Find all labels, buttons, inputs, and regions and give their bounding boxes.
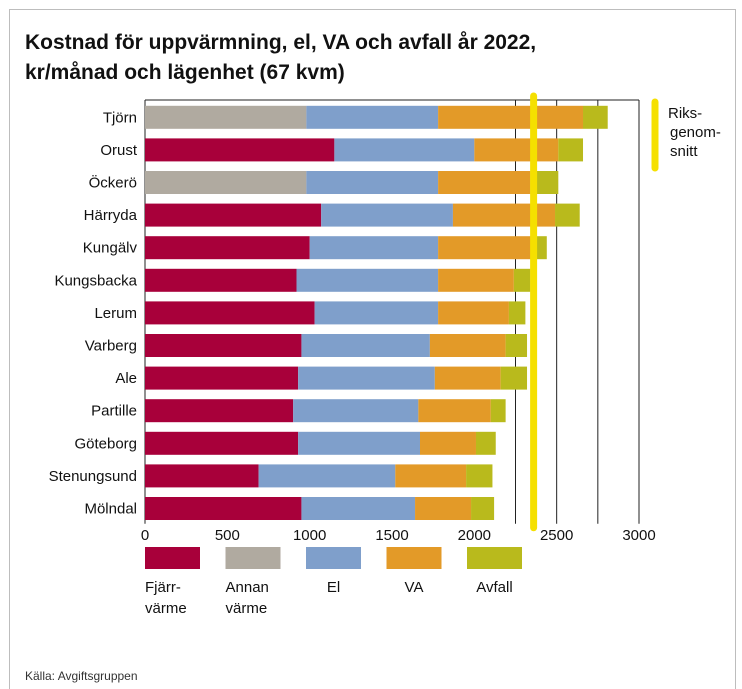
bar-el-10: [298, 431, 420, 455]
bar-fjarrvarme-11: [145, 464, 259, 488]
category-label: Ale: [115, 370, 137, 387]
bar-el-1: [334, 138, 475, 162]
bar-el-11: [258, 464, 396, 488]
legend-label-va: VA: [405, 579, 424, 596]
category-label: Varberg: [85, 338, 137, 355]
bar-va-4: [438, 236, 534, 260]
x-tick-label: 0: [141, 527, 149, 544]
category-label: Göteborg: [74, 435, 137, 452]
category-label: Partille: [91, 403, 137, 420]
bar-va-11: [395, 464, 467, 488]
legend-swatch-avfall: [467, 547, 522, 569]
category-label: Härryda: [84, 207, 138, 224]
bar-fjarrvarme-9: [145, 399, 294, 423]
legend-swatch-fjarrvarme: [145, 547, 200, 569]
chart-title: Kostnad för uppvärmning, el, VA och avfa…: [25, 28, 625, 88]
bar-avfall-2: [530, 171, 559, 194]
bar-va-8: [434, 366, 501, 390]
category-label: Kungälv: [83, 240, 138, 257]
bar-va-3: [452, 203, 556, 227]
bar-avfall-9: [490, 399, 506, 423]
source-note: Källa: Avgiftsgruppen: [25, 669, 138, 683]
bar-el-5: [296, 268, 439, 292]
category-label: Mölndal: [84, 501, 137, 518]
bar-el-8: [298, 366, 435, 390]
reference-label-line: Riks-: [668, 105, 702, 122]
category-label: Kungsbacka: [54, 272, 137, 289]
reference-label-line: genom-: [670, 124, 721, 141]
bar-va-10: [419, 431, 476, 455]
title-line-2: kr/månad och lägenhet (67 kvm): [25, 61, 345, 84]
bar-el-3: [321, 203, 453, 227]
bar-va-2: [438, 171, 531, 194]
category-label: Tjörn: [103, 109, 137, 126]
title-line-1: Kostnad för uppvärmning, el, VA och avfa…: [25, 31, 537, 54]
legend-label-annan_varme-line2: värme: [226, 600, 268, 617]
bar-avfall-3: [555, 203, 580, 227]
x-tick-label: 1500: [375, 527, 408, 544]
reference-label-line: snitt: [670, 143, 698, 160]
bar-fjarrvarme-12: [145, 497, 302, 520]
bar-avfall-0: [583, 105, 608, 129]
category-label: Öckerö: [89, 174, 137, 192]
bar-avfall-11: [466, 464, 493, 488]
bar-avfall-12: [471, 497, 495, 520]
chart-frame: [9, 9, 736, 689]
legend-swatch-annan_varme: [225, 547, 281, 569]
bar-va-0: [438, 105, 584, 129]
bar-fjarrvarme-1: [145, 138, 335, 162]
x-tick-label: 3000: [622, 527, 655, 544]
x-tick-label: 2000: [458, 527, 491, 544]
bar-el-0: [306, 105, 439, 129]
bar-va-5: [438, 268, 514, 292]
x-tick-label: 2500: [540, 527, 573, 544]
category-label: Stenungsund: [49, 468, 137, 485]
bar-va-7: [429, 334, 506, 357]
bar-el-6: [314, 301, 439, 325]
category-label: Lerum: [94, 305, 137, 322]
legend-swatch-va: [386, 547, 442, 569]
bar-fjarrvarme-3: [145, 203, 322, 227]
legend-label-el: El: [327, 579, 340, 596]
bar-va-9: [418, 399, 491, 423]
bar-va-1: [474, 138, 559, 162]
x-tick-label: 500: [215, 527, 240, 544]
bar-annan_varme-0: [145, 105, 307, 129]
legend-label-fjarrvarme-line2: värme: [145, 600, 187, 617]
legend-label-avfall: Avfall: [476, 579, 512, 596]
legend-swatch-el: [306, 547, 361, 569]
bar-fjarrvarme-5: [145, 268, 297, 292]
bar-va-12: [415, 497, 472, 520]
bar-fjarrvarme-6: [145, 301, 315, 325]
x-tick-label: 1000: [293, 527, 326, 544]
bar-va-6: [438, 301, 509, 325]
bar-avfall-1: [558, 138, 584, 162]
bar-avfall-5: [513, 268, 531, 292]
bar-avfall-8: [500, 366, 528, 390]
bar-fjarrvarme-7: [145, 334, 302, 357]
bar-avfall-7: [505, 334, 528, 357]
legend-label-annan_varme: Annan: [226, 579, 269, 596]
legend-label-fjarrvarme: Fjärr-: [145, 579, 181, 596]
bar-el-9: [293, 399, 419, 423]
bar-el-7: [301, 334, 430, 357]
bar-fjarrvarme-8: [145, 366, 299, 390]
category-label: Orust: [100, 142, 138, 159]
bar-el-4: [309, 236, 439, 260]
bar-el-2: [306, 171, 439, 194]
bar-annan_varme-2: [145, 171, 307, 194]
bar-el-12: [301, 497, 416, 520]
bar-avfall-10: [475, 431, 496, 455]
bar-fjarrvarme-10: [145, 431, 299, 455]
bar-avfall-6: [508, 301, 526, 325]
bar-fjarrvarme-4: [145, 236, 310, 260]
